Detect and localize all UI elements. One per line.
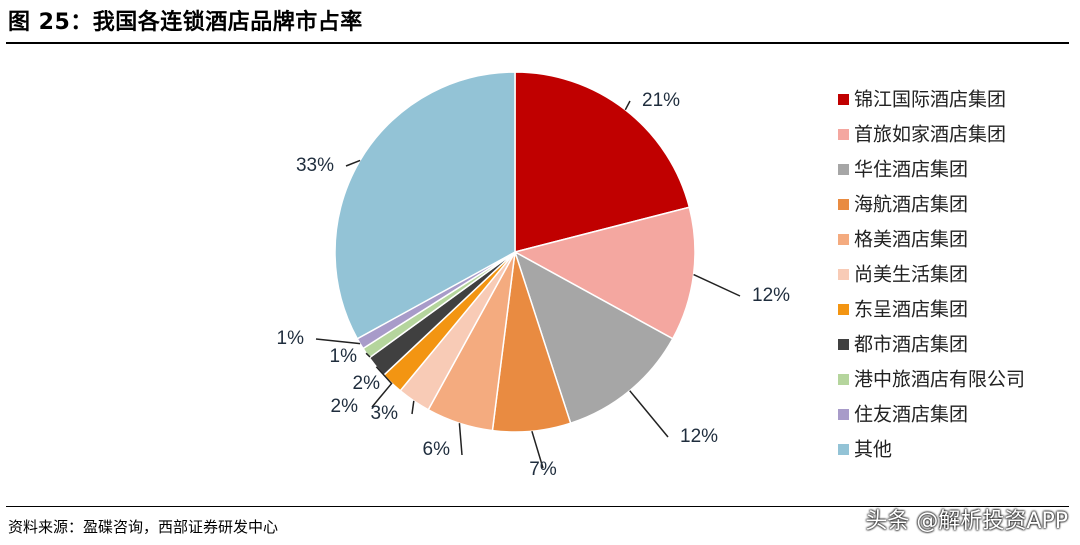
legend-swatch xyxy=(838,339,849,350)
legend-label: 锦江国际酒店集团 xyxy=(854,89,1006,111)
leader-line xyxy=(531,430,544,469)
legend-swatch xyxy=(838,94,849,105)
legend-swatch xyxy=(838,444,849,455)
pie-slice xyxy=(513,250,674,425)
data-label: 7% xyxy=(529,459,557,480)
data-label: 6% xyxy=(423,439,451,460)
leader-line xyxy=(629,390,669,438)
legend-label: 尚美生活集团 xyxy=(854,264,968,286)
legend: 锦江国际酒店集团首旅如家酒店集团华住酒店集团海航酒店集团格美酒店集团尚美生活集团… xyxy=(838,89,1025,461)
legend-swatch xyxy=(838,409,849,420)
legend-swatch xyxy=(838,129,849,140)
leader-line xyxy=(315,338,361,345)
legend-label: 海航酒店集团 xyxy=(854,194,968,216)
bottom-rule xyxy=(6,506,1069,507)
source-note: 资料来源：盈碟咨询，西部证券研发中心 xyxy=(8,518,279,536)
data-label: 2% xyxy=(331,396,359,417)
data-label: 1% xyxy=(330,346,358,367)
pie-slices xyxy=(334,71,696,433)
pie-slice xyxy=(512,206,696,340)
leader-line xyxy=(345,159,361,167)
data-label: 1% xyxy=(277,328,305,349)
legend-label: 其他 xyxy=(854,439,892,461)
data-label: 3% xyxy=(371,403,399,424)
legend-label: 都市酒店集团 xyxy=(854,334,968,356)
legend-swatch xyxy=(838,374,849,385)
data-label: 12% xyxy=(752,285,790,306)
data-label: 2% xyxy=(353,373,381,394)
data-label: 12% xyxy=(680,426,718,447)
data-label: 21% xyxy=(642,90,680,111)
legend-label: 住友酒店集团 xyxy=(854,404,968,426)
legend-label: 华住酒店集团 xyxy=(854,159,968,181)
leader-line xyxy=(365,352,371,358)
legend-label: 格美酒店集团 xyxy=(854,229,968,251)
legend-label: 首旅如家酒店集团 xyxy=(854,124,1006,146)
figure-title: 图 25：我国各连锁酒店品牌市占率 xyxy=(8,10,363,35)
leader-line xyxy=(411,400,415,415)
leader-line xyxy=(693,273,741,297)
leader-line xyxy=(371,382,393,408)
legend-swatch xyxy=(838,164,849,175)
leader-line xyxy=(458,423,463,456)
data-label: 33% xyxy=(296,155,334,176)
leader-line xyxy=(624,100,631,111)
legend-label: 东呈酒店集团 xyxy=(854,299,968,321)
legend-swatch xyxy=(838,234,849,245)
leader-lines xyxy=(315,100,741,469)
legend-swatch xyxy=(838,199,849,210)
slice-labels: 21% 12% 12% 7% 6% 3% 2%2% 1% 1% 33% xyxy=(277,90,791,480)
watermark: 头条 @解析投资APP xyxy=(865,509,1068,534)
legend-swatch xyxy=(838,269,849,280)
leader-line xyxy=(375,366,393,385)
top-rule xyxy=(6,42,1069,44)
legend-label: 港中旅酒店有限公司 xyxy=(854,369,1025,391)
legend-swatch xyxy=(838,304,849,315)
